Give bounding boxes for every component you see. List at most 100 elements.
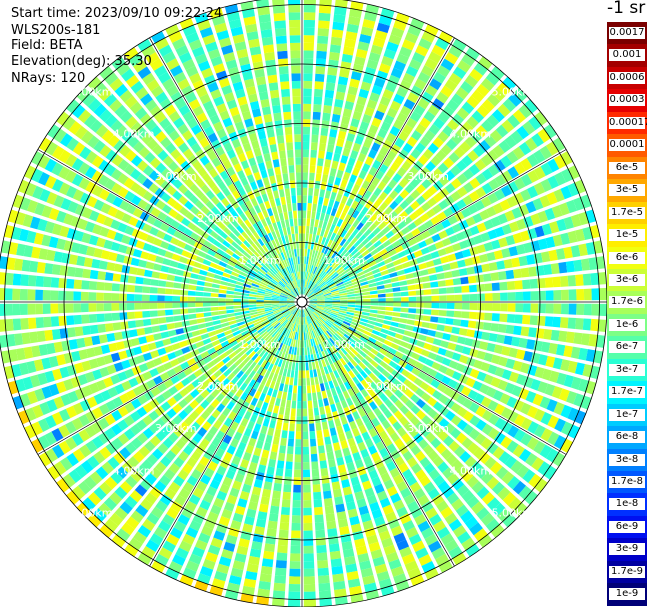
radar-gate-cell (173, 456, 185, 468)
radar-gate-cell (450, 132, 463, 145)
radar-gate-cell (199, 456, 210, 467)
radar-gate-cell (205, 321, 214, 328)
radar-gate-cell (486, 206, 497, 218)
radar-gate-cell (378, 302, 386, 306)
radar-gate-cell (319, 315, 327, 322)
radar-gate-cell (349, 78, 360, 89)
radar-gate-cell (316, 268, 321, 276)
radar-gate-cell (5, 272, 14, 286)
radar-gate-cell (12, 288, 21, 301)
radar-gate-cell (345, 343, 353, 351)
radar-gate-cell (342, 46, 355, 56)
radar-gate-cell (481, 263, 491, 273)
radar-gate-cell (387, 415, 398, 425)
radar-gate-cell (511, 207, 523, 219)
radar-gate-cell (150, 318, 159, 325)
radar-gate-cell (350, 523, 362, 533)
radar-gate-cell (418, 38, 432, 50)
radar-gate-cell (343, 231, 351, 241)
radar-gate-cell (162, 437, 174, 449)
radar-gate-cell (401, 433, 412, 444)
radar-gate-cell (490, 129, 503, 143)
radar-gate-cell (419, 381, 430, 391)
radar-gate-cell (553, 290, 562, 301)
radar-gate-cell (269, 144, 278, 153)
radar-gate-cell (275, 197, 281, 207)
radar-gate-cell (225, 302, 234, 306)
radar-gate-cell (264, 200, 271, 210)
radar-gate-cell (341, 479, 351, 489)
radar-gate-cell (226, 582, 241, 593)
radar-gate-cell (315, 292, 324, 297)
radar-gate-cell (271, 597, 285, 607)
radar-gate-cell (135, 504, 149, 517)
radar-gate-cell (443, 386, 454, 397)
ring-label: 2.00km (197, 380, 239, 393)
colorbar-swatch: 3e-9 (607, 538, 647, 562)
radar-gate-cell (199, 438, 210, 449)
radar-gate-cell (393, 292, 401, 297)
radar-gate-cell (274, 475, 283, 484)
radar-gate-cell (576, 303, 585, 316)
radar-gate-cell (318, 270, 325, 278)
radar-gate-cell (309, 369, 314, 378)
radar-gate-cell (248, 293, 257, 297)
radar-gate-cell (588, 257, 598, 270)
radar-gate-cell (393, 297, 402, 302)
radar-gate-cell (518, 485, 532, 500)
radar-gate-cell (466, 495, 480, 509)
radar-gate-cell (334, 321, 342, 327)
colorbar-tick-label: 6e-8 (609, 431, 645, 444)
radar-gate-cell (450, 190, 462, 202)
radar-gate-cell (350, 1, 364, 11)
radar-gate-cell (27, 274, 37, 287)
radar-gate-cell (502, 492, 517, 506)
radar-gate-cell (448, 545, 463, 559)
radar-gate-cell (27, 317, 37, 330)
radar-gate-cell (540, 251, 551, 263)
radar-gate-cell (328, 199, 335, 208)
radar-gate-cell (233, 298, 242, 302)
radar-gate-cell (510, 460, 524, 474)
radar-gate-cell (374, 197, 383, 207)
radar-gate-cell (469, 246, 479, 256)
radar-gate-cell (216, 563, 230, 575)
radar-gate-cell (364, 527, 376, 538)
radar-gate-cell (403, 98, 416, 110)
radar-gate-cell (358, 170, 367, 180)
colorbar-swatch: 0.0006 (607, 66, 647, 90)
radar-gate-cell (407, 284, 416, 291)
radar-gate-cell (318, 12, 331, 22)
radar-gate-cell (380, 472, 391, 483)
radar-gate-cell (540, 341, 551, 353)
radar-gate-cell (299, 256, 302, 264)
radar-gate-cell (410, 332, 420, 339)
radar-gate-cell (483, 352, 494, 363)
radar-gate-cell (447, 379, 458, 389)
radar-gate-cell (326, 222, 332, 231)
radar-gate-cell (405, 273, 414, 280)
radar-gate-cell (290, 538, 301, 546)
radar-gate-cell (591, 303, 600, 316)
radar-gate-cell (375, 441, 385, 451)
radar-gate-cell (310, 438, 317, 447)
radar-gate-cell (369, 203, 379, 213)
radar-gate-cell (369, 391, 379, 401)
radar-gate-cell (393, 532, 406, 544)
radar-gate-cell (421, 178, 432, 189)
radar-gate-cell (529, 315, 538, 326)
radar-gate-cell (585, 349, 596, 363)
radar-gate-cell (510, 130, 524, 144)
colorbar-tick-label: 1.7e-7 (609, 386, 645, 399)
radar-gate-cell (410, 444, 422, 456)
radar-gate-cell (512, 360, 523, 372)
radar-gate-cell (392, 421, 403, 431)
radar-gate-cell (484, 303, 493, 311)
radar-gate-cell (389, 467, 401, 479)
radar-gate-cell (280, 196, 286, 205)
radar-gate-cell (484, 134, 497, 148)
radar-gate-cell (237, 361, 246, 370)
radar-gate-cell (461, 311, 470, 319)
radar-gate-cell (433, 413, 444, 424)
radar-gate-cell (464, 257, 474, 267)
